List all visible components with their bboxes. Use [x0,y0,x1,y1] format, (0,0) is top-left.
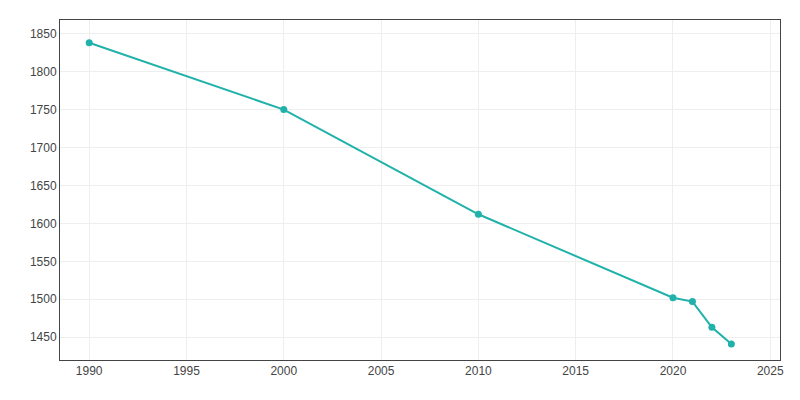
svg-text:1650: 1650 [30,179,57,193]
svg-text:2020: 2020 [660,364,687,378]
svg-text:1800: 1800 [30,65,57,79]
svg-text:1500: 1500 [30,292,57,306]
svg-text:1550: 1550 [30,255,57,269]
svg-text:1995: 1995 [173,364,200,378]
svg-text:1450: 1450 [30,330,57,344]
svg-text:2000: 2000 [270,364,297,378]
svg-text:1600: 1600 [30,217,57,231]
svg-text:1850: 1850 [30,27,57,41]
svg-text:1700: 1700 [30,141,57,155]
svg-text:2025: 2025 [757,364,784,378]
svg-text:2010: 2010 [465,364,492,378]
svg-text:1750: 1750 [30,103,57,117]
svg-text:2005: 2005 [368,364,395,378]
svg-text:1990: 1990 [76,364,103,378]
svg-text:2015: 2015 [562,364,589,378]
